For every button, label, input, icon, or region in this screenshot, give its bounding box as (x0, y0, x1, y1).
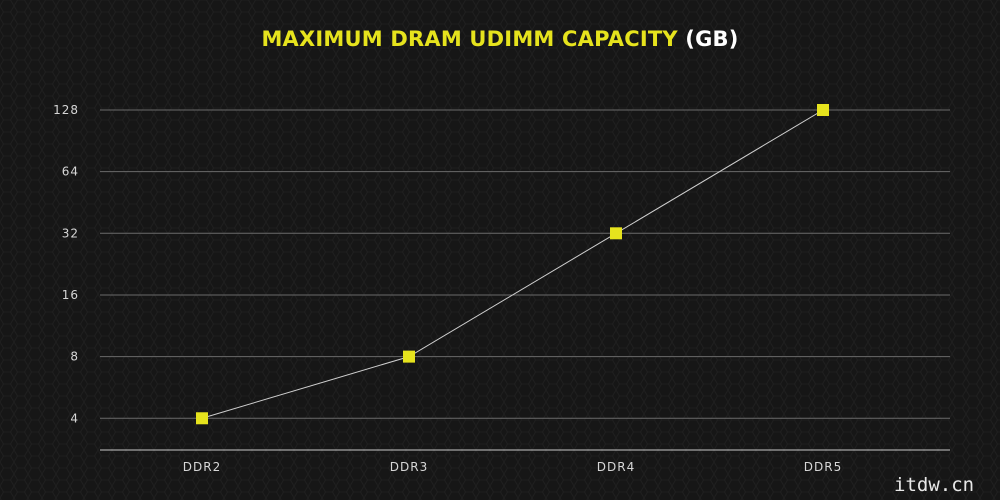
data-point-ddr5 (817, 104, 829, 116)
y-tick-label: 16 (62, 288, 79, 302)
series-layer (196, 104, 829, 425)
chart-title-unit: (GB) (685, 27, 739, 51)
y-axis-ticks: 4 8 16 32 64 128 (53, 103, 79, 425)
data-point-ddr2 (196, 412, 208, 425)
x-axis-ticks: DDR2 DDR3 DDR4 DDR5 (183, 460, 842, 474)
x-tick-label: DDR2 (183, 460, 221, 474)
chart-title-main: MAXIMUM DRAM UDIMM CAPACITY (261, 27, 678, 51)
x-tick-label: DDR3 (390, 460, 428, 474)
y-tick-label: 64 (62, 165, 79, 179)
gridlines (100, 109, 950, 419)
data-point-ddr3 (403, 350, 415, 363)
chart-title: MAXIMUM DRAM UDIMM CAPACITY (GB) (0, 27, 1000, 51)
x-tick-label: DDR5 (804, 460, 842, 474)
watermark-text: itdw.cn (894, 474, 975, 496)
x-tick-label: DDR4 (597, 460, 635, 474)
y-tick-label: 4 (70, 411, 79, 425)
data-point-ddr4 (610, 227, 622, 240)
series-line (201, 109, 824, 419)
y-tick-label: 32 (62, 226, 79, 240)
y-tick-label: 128 (53, 103, 79, 117)
y-tick-label: 8 (70, 350, 79, 364)
